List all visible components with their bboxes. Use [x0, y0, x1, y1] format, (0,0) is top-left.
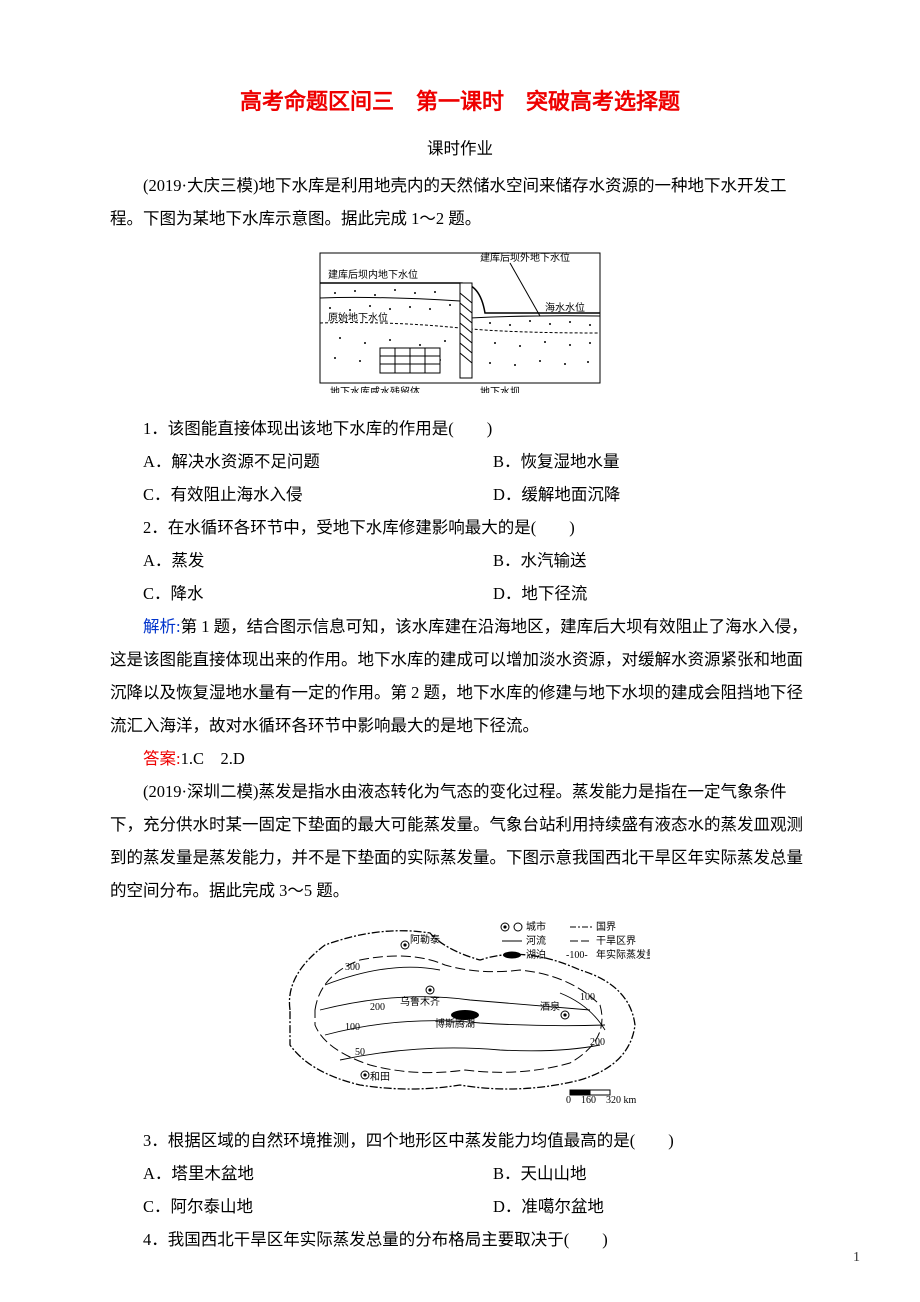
fig2-iso-300: 300	[345, 962, 360, 973]
fig2-lake-bst: 博斯腾湖	[435, 1017, 475, 1030]
fig2-city-jq: 酒泉	[540, 1000, 560, 1013]
q1-option-a: A．解决水资源不足问题	[110, 445, 460, 478]
fig2-city-ht: 和田	[370, 1071, 390, 1083]
fig2-leg-border: 国界	[596, 921, 616, 933]
q3-stem: 3．根据区域的自然环境推测，四个地形区中蒸发能力均值最高的是( )	[110, 1124, 810, 1157]
fig2-leg-river: 河流	[526, 934, 546, 947]
answer-label: 答案:	[143, 749, 181, 768]
q3-option-d: D．准噶尔盆地	[460, 1190, 810, 1223]
q3-option-b: B．天山山地	[460, 1157, 810, 1190]
fig1-label-e: 地下水库咸水残留体	[330, 385, 420, 393]
fig1-label-a: 建库后坝外地下水位	[480, 251, 570, 264]
page-number: 1	[853, 1244, 860, 1272]
fig1-label-f: 地下水坝	[480, 385, 520, 393]
explanation-1-body: 第 1 题，结合图示信息可知，该水库建在沿海地区，建库后大坝有效阻止了海水入侵，…	[110, 617, 808, 735]
fig1-label-c: 原始地下水位	[328, 311, 388, 324]
q1-stem: 1．该图能直接体现出该地下水库的作用是( )	[110, 412, 810, 445]
q2-option-b: B．水汽输送	[460, 544, 810, 577]
answer-1: 答案:1.C 2.D	[110, 742, 810, 775]
fig2-city-aletai: 阿勒泰	[410, 933, 440, 946]
fig2-iso-100b: 100	[580, 992, 595, 1003]
fig1-label-d: 海水水位	[545, 301, 585, 314]
figure-2: 阿勒泰 乌鲁木齐 博斯腾湖 酒泉 和田 300 200 100 50 100 2…	[110, 915, 810, 1116]
figure-1: 建库后坝外地下水位 建库后坝内地下水位 原始地下水位 海水水位 地下水库咸水残留…	[110, 243, 810, 404]
q2-option-c: C．降水	[110, 577, 460, 610]
fig2-leg-city: 城市	[526, 920, 546, 933]
source-1: (2019·大庆三模)地下水库是利用地壳内的天然储水空间来储存水资源的一种地下水…	[110, 169, 810, 235]
page-subtitle: 课时作业	[110, 132, 810, 165]
q1-option-b: B．恢复湿地水量	[460, 445, 810, 478]
fig2-city-wlmq: 乌鲁木齐	[400, 995, 440, 1008]
q2-option-d: D．地下径流	[460, 577, 810, 610]
fig2-scale: 0 160 320 km	[566, 1095, 637, 1105]
answer-1-body: 1.C 2.D	[181, 749, 245, 768]
q2-option-a: A．蒸发	[110, 544, 460, 577]
fig2-iso-200b: 200	[590, 1037, 605, 1048]
q3-option-a: A．塔里木盆地	[110, 1157, 460, 1190]
q1-options: A．解决水资源不足问题 C．有效阻止海水入侵 B．恢复湿地水量 D．缓解地面沉降	[110, 445, 810, 511]
q1-option-c: C．有效阻止海水入侵	[110, 478, 460, 511]
q2-options: A．蒸发 C．降水 B．水汽输送 D．地下径流	[110, 544, 810, 610]
page: 高考命题区间三 第一课时 突破高考选择题 课时作业 (2019·大庆三模)地下水…	[0, 0, 920, 1302]
explanation-1: 解析:第 1 题，结合图示信息可知，该水库建在沿海地区，建库后大坝有效阻止了海水…	[110, 610, 810, 742]
q2-stem: 2．在水循环各环节中，受地下水库修建影响最大的是( )	[110, 511, 810, 544]
fig2-iso-200: 200	[370, 1002, 385, 1013]
fig2-leg-evap-sample: -100-	[566, 950, 588, 961]
q1-option-d: D．缓解地面沉降	[460, 478, 810, 511]
source-2: (2019·深圳二模)蒸发是指水由液态转化为气态的变化过程。蒸发能力是指在一定气…	[110, 775, 810, 907]
q3-option-c: C．阿尔泰山地	[110, 1190, 460, 1223]
fig2-leg-evap: 年实际蒸发量（mm）	[596, 948, 650, 961]
explanation-label: 解析:	[143, 617, 181, 636]
q3-options: A．塔里木盆地 C．阿尔泰山地 B．天山山地 D．准噶尔盆地	[110, 1157, 810, 1223]
page-title: 高考命题区间三 第一课时 突破高考选择题	[110, 80, 810, 124]
fig1-label-b: 建库后坝内地下水位	[328, 268, 418, 281]
fig2-leg-lake: 湖泊	[526, 949, 546, 961]
fig2-leg-dry: 干旱区界	[596, 935, 636, 947]
q4-stem: 4．我国西北干旱区年实际蒸发总量的分布格局主要取决于( )	[110, 1223, 810, 1256]
fig2-iso-50: 50	[355, 1047, 365, 1058]
fig2-iso-100: 100	[345, 1022, 360, 1033]
